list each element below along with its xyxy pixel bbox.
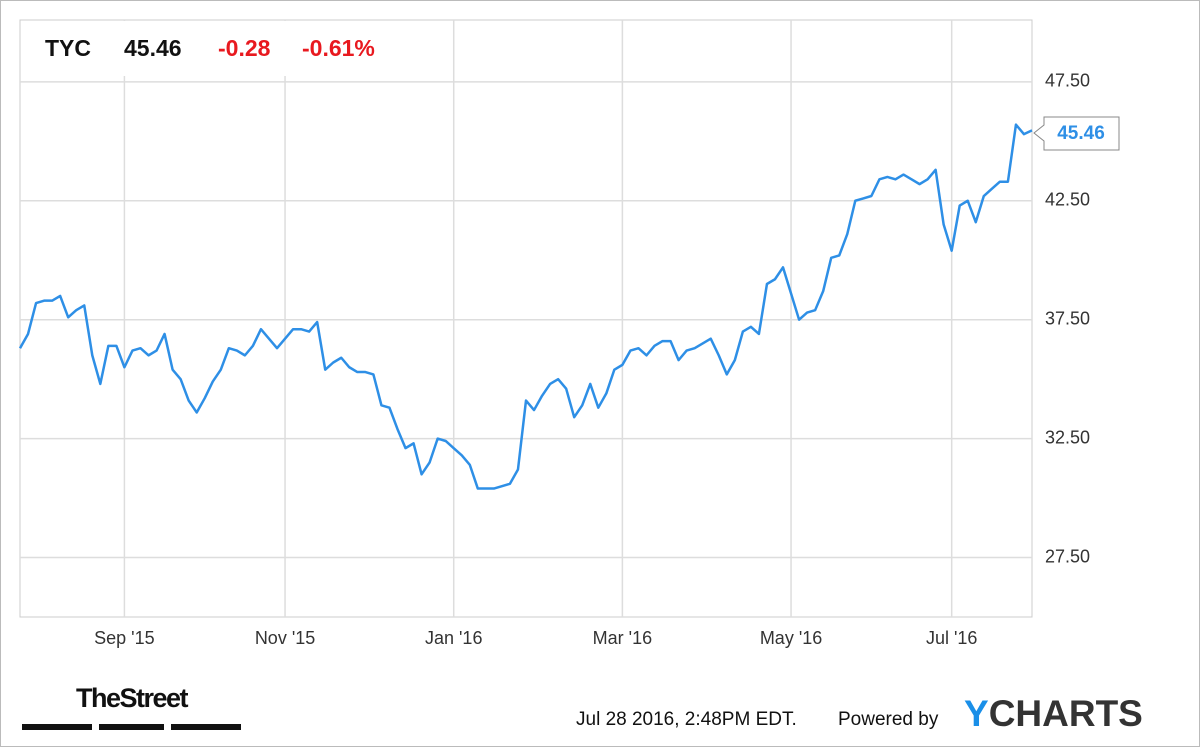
y-tick-label: 47.50 <box>1045 71 1090 91</box>
price-tag-box <box>1033 116 1120 151</box>
y-tick-label: 37.50 <box>1045 308 1090 328</box>
x-tick-label: May '16 <box>760 628 822 648</box>
symbol: TYC <box>45 35 91 61</box>
x-tick-label: Sep '15 <box>94 628 155 648</box>
change: -0.28 <box>218 35 271 61</box>
price-tag-label: 45.46 <box>1057 123 1105 144</box>
change-percent: -0.61% <box>302 35 375 61</box>
grid <box>20 20 1032 617</box>
header-box <box>22 21 417 76</box>
y-tick-label: 27.50 <box>1045 546 1090 566</box>
logo-bar <box>99 724 164 730</box>
logo-bar <box>22 724 92 730</box>
publisher-logo: TheStreet <box>76 683 189 713</box>
plot-area <box>19 19 1033 618</box>
y-tick-label: 32.50 <box>1045 427 1090 447</box>
logo-bar <box>171 724 241 730</box>
y-tick-label: 42.50 <box>1045 190 1090 210</box>
price-line <box>18 123 1033 490</box>
x-tick-label: Jan '16 <box>425 628 482 648</box>
powered-by: Powered by <box>838 709 939 730</box>
price-tag: 45.46 <box>1033 116 1120 151</box>
lines <box>18 123 1033 490</box>
x-tick-label: Mar '16 <box>593 628 652 648</box>
x-tick-label: Nov '15 <box>255 628 315 648</box>
x-tick-label: Jul '16 <box>926 628 977 648</box>
brand-logo: YCHARTS <box>964 693 1143 734</box>
timestamp: Jul 28 2016, 2:48PM EDT. <box>576 709 797 730</box>
price: 45.46 <box>124 35 182 61</box>
